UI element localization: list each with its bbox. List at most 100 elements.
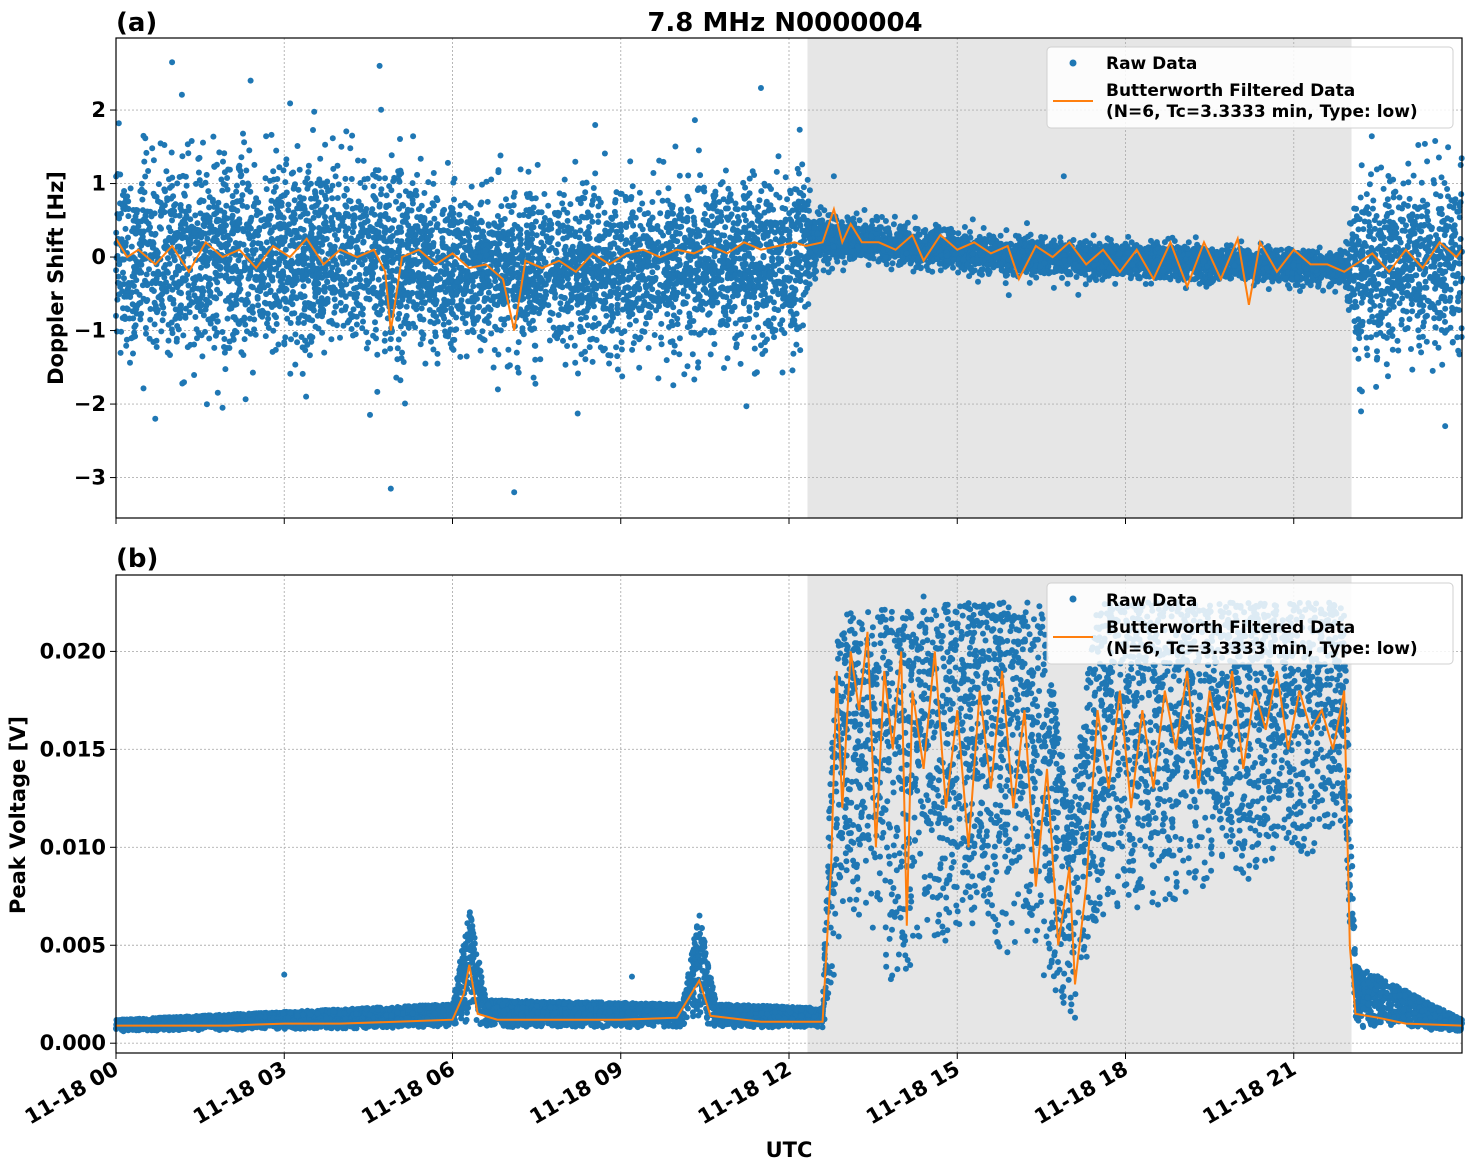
raw-data-point (214, 286, 221, 293)
raw-data-point (701, 210, 708, 217)
raw-data-point (331, 296, 338, 303)
raw-data-point (1432, 324, 1439, 331)
raw-data-point (335, 181, 342, 188)
raw-data-point (322, 141, 329, 148)
raw-data-point (564, 209, 571, 216)
raw-data-point (737, 360, 744, 367)
raw-data-point (299, 370, 306, 377)
raw-data-point (212, 332, 219, 339)
panel-a-label: (a) (116, 8, 157, 38)
raw-data-point (1142, 281, 1149, 287)
raw-data-point (1419, 333, 1426, 340)
raw-data-point (1457, 162, 1464, 168)
raw-data-point (395, 336, 402, 343)
raw-data-point (568, 321, 575, 328)
raw-data-point (1406, 316, 1413, 323)
raw-data-point (363, 329, 370, 336)
raw-data-point (370, 171, 377, 178)
raw-data-point (1375, 281, 1382, 287)
raw-data-point (545, 202, 552, 209)
raw-data-point (434, 248, 441, 255)
raw-data-point (239, 192, 246, 199)
raw-data-point (722, 205, 729, 212)
raw-data-point (583, 314, 589, 321)
raw-data-point (1400, 180, 1407, 187)
raw-data-point (1363, 345, 1370, 352)
raw-data-point (1366, 318, 1373, 325)
raw-data-point (576, 218, 583, 225)
raw-data-point (1455, 294, 1462, 301)
raw-data-point (222, 366, 229, 373)
raw-data-point (375, 276, 382, 283)
raw-data-point (768, 227, 775, 234)
raw-data-point (417, 341, 424, 348)
raw-data-point (711, 341, 718, 348)
raw-data-point (676, 335, 683, 342)
raw-data-point (395, 315, 402, 322)
raw-data-point (145, 168, 152, 174)
figure-title: 7.8 MHz N0000004 (647, 8, 922, 38)
raw-data-point (911, 214, 918, 221)
raw-data-point (305, 277, 312, 284)
raw-data-point (1443, 327, 1450, 334)
raw-data-point (749, 168, 756, 175)
raw-data-point (246, 147, 253, 154)
raw-data-point (214, 389, 221, 396)
raw-data-point (1438, 174, 1445, 181)
raw-data-point (689, 351, 696, 358)
raw-data-point (457, 353, 464, 360)
raw-data-point (639, 226, 646, 233)
raw-data-point (234, 279, 241, 286)
raw-data-point (390, 217, 397, 224)
raw-data-point (969, 216, 976, 223)
raw-data-point (955, 269, 962, 276)
raw-data-point (229, 212, 236, 219)
raw-data-point (642, 320, 649, 327)
raw-data-point (180, 332, 187, 339)
raw-data-point (1358, 162, 1365, 169)
raw-data-point (799, 161, 806, 168)
raw-data-point (241, 139, 248, 146)
raw-data-point (372, 319, 378, 326)
raw-data-point (319, 329, 326, 336)
raw-data-point (1450, 310, 1457, 317)
raw-data-point (239, 179, 246, 186)
raw-data-point (359, 325, 366, 332)
raw-data-point (372, 326, 379, 333)
raw-data-point (250, 250, 257, 257)
raw-data-point (658, 341, 665, 348)
raw-data-point (317, 155, 324, 162)
raw-data-point (220, 158, 226, 165)
raw-data-point (1425, 242, 1432, 249)
raw-data-point (143, 271, 150, 278)
raw-data-point (169, 274, 176, 281)
raw-data-point (364, 218, 371, 224)
raw-data-point (348, 326, 355, 332)
raw-data-point (417, 155, 424, 162)
raw-data-point (917, 264, 924, 271)
raw-data-point (388, 152, 395, 159)
raw-data-point (367, 411, 373, 418)
raw-data-point (582, 189, 589, 196)
raw-data-point (642, 277, 649, 284)
raw-data-point (734, 206, 741, 213)
raw-data-point (360, 318, 366, 325)
raw-data-point (1458, 191, 1465, 198)
raw-data-point (1360, 226, 1367, 233)
raw-data-point (609, 327, 616, 334)
raw-data-point (532, 342, 539, 349)
raw-data-point (614, 353, 621, 360)
raw-data-point (575, 310, 582, 316)
raw-data-point (481, 337, 488, 344)
raw-data-point (779, 303, 786, 310)
raw-data-point (629, 183, 636, 190)
raw-data-point (164, 269, 171, 276)
raw-data-point (322, 219, 329, 226)
raw-data-point (410, 299, 417, 306)
raw-data-point (273, 147, 280, 154)
raw-data-point (285, 207, 292, 214)
raw-data-point (1441, 232, 1448, 239)
raw-data-point (515, 369, 522, 376)
